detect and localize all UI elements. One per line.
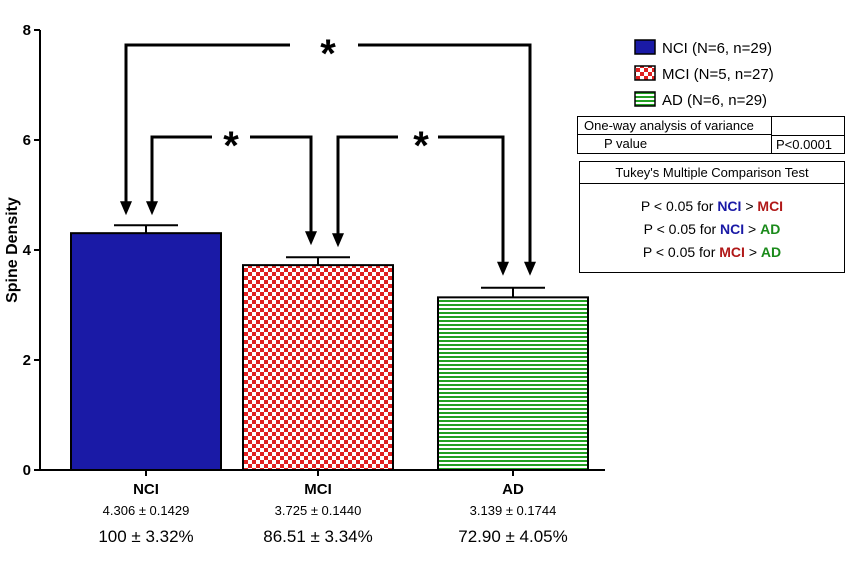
significance-bracket [336, 135, 398, 236]
significance-arrow [120, 201, 132, 216]
bar-mci [242, 264, 394, 471]
bar-nci [70, 232, 222, 471]
y-tick-label: 0 [23, 462, 31, 479]
mean-sem-label: 3.725 ± 0.1440 [275, 503, 362, 518]
tukey-row-op: > [741, 198, 758, 214]
significance-star: * [413, 124, 429, 168]
legend-swatch [634, 65, 656, 81]
tukey-row-b: AD [760, 221, 781, 237]
anova-row-label: P value [578, 135, 772, 153]
legend-swatch [634, 39, 656, 55]
percent-label: 72.90 ± 4.05% [458, 527, 568, 546]
y-tick-label: 6 [23, 132, 31, 149]
tukey-title: Tukey's Multiple Comparison Test [580, 162, 844, 184]
tukey-row: P < 0.05 for MCI > AD [580, 244, 844, 260]
significance-arrow [524, 261, 536, 276]
tukey-row-prefix: P < 0.05 for [640, 198, 718, 214]
significance-bracket [124, 43, 290, 204]
significance-arrow [146, 201, 158, 216]
anova-table: One-way analysis of variance P value P<0… [577, 116, 845, 154]
y-axis-label: Spine Density [4, 197, 21, 303]
legend-label: AD (N=6, n=29) [662, 92, 767, 109]
x-tick-label: NCI [133, 481, 159, 498]
legend-label: MCI (N=5, n=27) [662, 66, 774, 83]
mean-sem-label: 4.306 ± 0.1429 [103, 503, 190, 518]
percent-label: 100 ± 3.32% [98, 527, 193, 546]
tukey-test-box: Tukey's Multiple Comparison Test P < 0.0… [579, 161, 845, 273]
tukey-row: P < 0.05 for NCI > AD [580, 221, 844, 237]
significance-star: * [320, 32, 336, 76]
tukey-row-a: MCI [719, 244, 745, 260]
significance-bracket [438, 135, 505, 264]
tukey-row-op: > [744, 244, 761, 260]
tukey-row-b: AD [760, 244, 782, 260]
tukey-row-a: NCI [717, 198, 742, 214]
mean-sem-label: 3.139 ± 0.1744 [470, 503, 557, 518]
y-tick-label: 2 [23, 352, 31, 369]
significance-arrow [332, 233, 344, 248]
tukey-row: P < 0.05 for NCI > MCI [580, 198, 844, 214]
bar-ad [437, 296, 589, 472]
significance-arrow [305, 231, 317, 246]
legend-label: NCI (N=6, n=29) [662, 40, 772, 57]
x-tick-label: AD [502, 481, 524, 498]
significance-bracket [150, 135, 212, 204]
significance-bracket [358, 43, 532, 264]
legend-swatch [634, 91, 656, 107]
significance-star: * [223, 124, 239, 168]
anova-title: One-way analysis of variance [578, 117, 772, 135]
tukey-row-prefix: P < 0.05 for [643, 221, 721, 237]
anova-row-value: P<0.0001 [772, 135, 844, 153]
tukey-row-a: NCI [720, 221, 745, 237]
significance-bracket [250, 135, 313, 234]
y-tick-label: 8 [23, 22, 31, 39]
y-tick-label: 4 [23, 242, 32, 259]
tukey-row-op: > [744, 221, 761, 237]
tukey-row-prefix: P < 0.05 for [642, 244, 720, 260]
x-tick-label: MCI [304, 481, 332, 498]
tukey-row-b: MCI [757, 198, 784, 214]
percent-label: 86.51 ± 3.34% [263, 527, 373, 546]
significance-arrow [497, 261, 509, 276]
